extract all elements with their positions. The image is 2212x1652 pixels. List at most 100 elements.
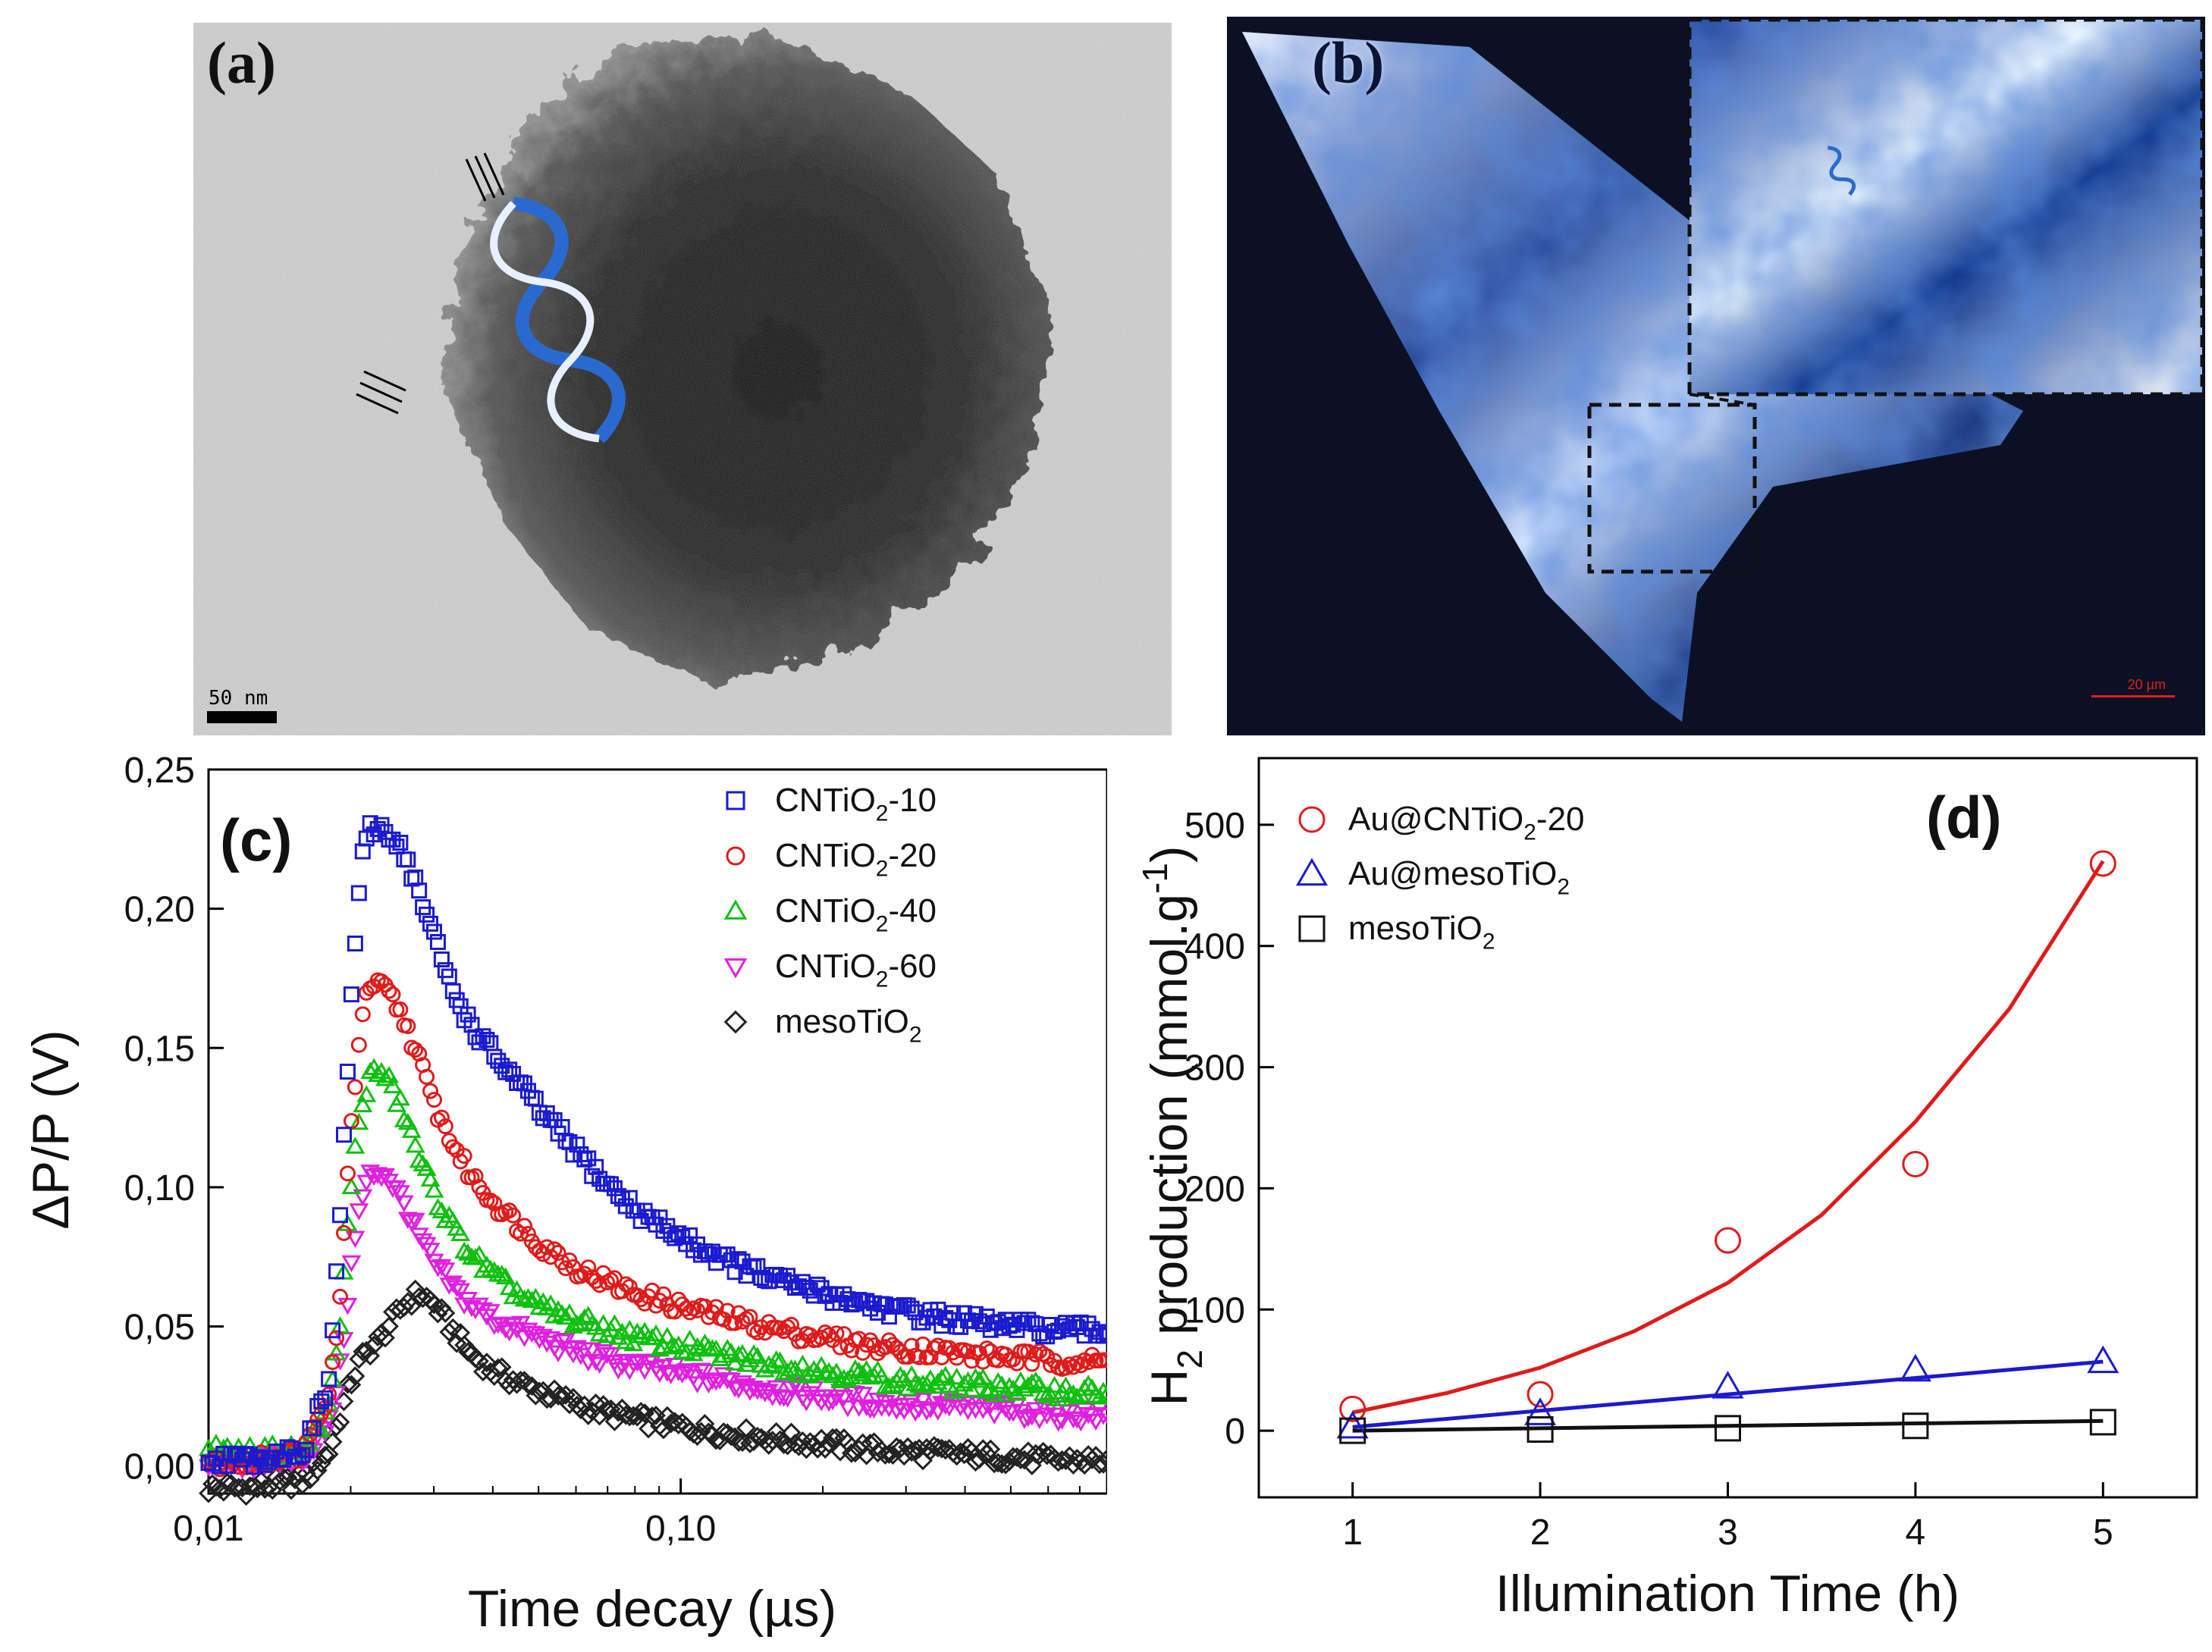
x-tick-label-c: 0,01 (173, 1509, 243, 1549)
data-point-c (984, 1407, 1005, 1425)
data-point-c (401, 1121, 422, 1138)
data-point-c (570, 1400, 591, 1420)
data-point-c (444, 1139, 461, 1155)
data-point-c (780, 1268, 796, 1284)
data-point-c (505, 1207, 522, 1224)
data-point-c (766, 1350, 786, 1368)
dna-helix-small-icon (1827, 146, 1856, 196)
data-point-c (1029, 1412, 1050, 1430)
data-point-c (407, 1042, 424, 1058)
data-point-c (486, 1049, 503, 1065)
data-point-c (890, 1365, 911, 1384)
data-point-c (396, 851, 413, 867)
data-point-c (1097, 1449, 1107, 1469)
data-point-c (413, 1288, 433, 1309)
data-point-d (1336, 1410, 1369, 1439)
data-point-c (349, 1112, 369, 1130)
data-point-c (394, 1110, 414, 1127)
data-point-c (337, 1297, 358, 1315)
data-point-c (347, 1079, 363, 1096)
data-point-c (249, 1449, 265, 1465)
data-point-c (354, 843, 371, 860)
data-point-c (232, 1478, 253, 1498)
data-point-c (616, 1353, 636, 1371)
data-point-c (648, 1216, 664, 1233)
data-point-c (419, 1068, 435, 1085)
data-point-c (469, 1245, 489, 1262)
data-point-c (450, 1224, 471, 1242)
data-point-c (476, 1353, 497, 1373)
data-point-c (356, 1085, 377, 1102)
data-point-c (1068, 1319, 1085, 1336)
data-point-c (823, 1365, 842, 1384)
data-point-c (392, 1002, 409, 1018)
data-point-c (582, 1342, 602, 1359)
data-point-c (332, 1288, 349, 1305)
data-point-c (1043, 1317, 1059, 1334)
data-point-c (582, 1314, 602, 1332)
x-tick-label-c: 0,10 (645, 1509, 716, 1549)
data-point-c (1052, 1412, 1072, 1430)
data-point-c (650, 1339, 670, 1357)
y-tick-label-d: 0 (1225, 1412, 1245, 1452)
legend-label-d: mesoTiO2 (1348, 910, 1495, 954)
arrow-icons-lower (356, 370, 406, 415)
data-point-c (268, 1444, 284, 1460)
panel-label-c: (c) (220, 807, 292, 873)
data-point-c (815, 1439, 836, 1459)
data-point-c (482, 1193, 499, 1209)
data-point-c (337, 1214, 358, 1231)
data-point-c (242, 1447, 259, 1463)
data-point-c (655, 1286, 672, 1302)
data-point-c (597, 1400, 617, 1420)
data-point-c (845, 1359, 865, 1377)
data-point-c (761, 1273, 777, 1290)
data-point-c (495, 1321, 516, 1339)
data-point-c (1048, 1414, 1068, 1432)
data-point-c (766, 1380, 786, 1398)
data-point-c (486, 1195, 503, 1212)
data-point-c (315, 1445, 335, 1465)
data-point-c (978, 1340, 995, 1357)
data-point-c (946, 1367, 967, 1385)
data-point-c (369, 821, 386, 838)
data-point-c (227, 1447, 243, 1464)
optical-image-panel: (b) 20 µm (1227, 17, 2205, 735)
data-point-c (307, 1460, 328, 1481)
data-point-c (828, 1325, 845, 1342)
data-point-c (580, 1150, 597, 1167)
data-point-c (847, 1295, 864, 1312)
data-point-c (664, 1337, 685, 1355)
data-point-c (935, 1397, 955, 1415)
data-point-c (518, 1322, 538, 1340)
y-tick-label-c: 0,10 (124, 1168, 195, 1208)
data-point-c (1028, 1316, 1044, 1333)
data-point-c (973, 1368, 993, 1386)
data-point-c (1086, 1385, 1106, 1403)
data-point-c (837, 1400, 858, 1418)
data-point-c (366, 826, 382, 843)
series-d-Au@CNTiO2-20 (1339, 850, 2116, 1422)
data-point-c (659, 1218, 676, 1234)
data-point-c (843, 1342, 860, 1359)
legend-d: Au@CNTiO2-20 Au@mesoTiO2 mesoTiO2 (1296, 801, 1585, 954)
data-point-c (880, 1309, 897, 1325)
data-point-c (290, 1449, 307, 1465)
data-point-c (992, 1454, 1012, 1474)
data-point-c (695, 1363, 715, 1381)
data-point-c (475, 1028, 491, 1045)
data-point-c (616, 1405, 636, 1425)
data-point-c (670, 1225, 687, 1242)
data-point-c (1050, 1322, 1067, 1339)
data-point-c (858, 1337, 875, 1353)
series-d-mesoTiO2 (1339, 1409, 2116, 1444)
legend-label-c: CNTiO2-60 (775, 948, 937, 992)
data-point-c (877, 1296, 893, 1313)
scale-bar-a (207, 711, 277, 723)
data-point-c (858, 1293, 875, 1309)
data-point-c (356, 1174, 377, 1193)
data-point-c (804, 1359, 824, 1378)
data-point-c (996, 1400, 1016, 1418)
data-point-c (384, 986, 401, 1003)
data-point-c (836, 1286, 852, 1302)
